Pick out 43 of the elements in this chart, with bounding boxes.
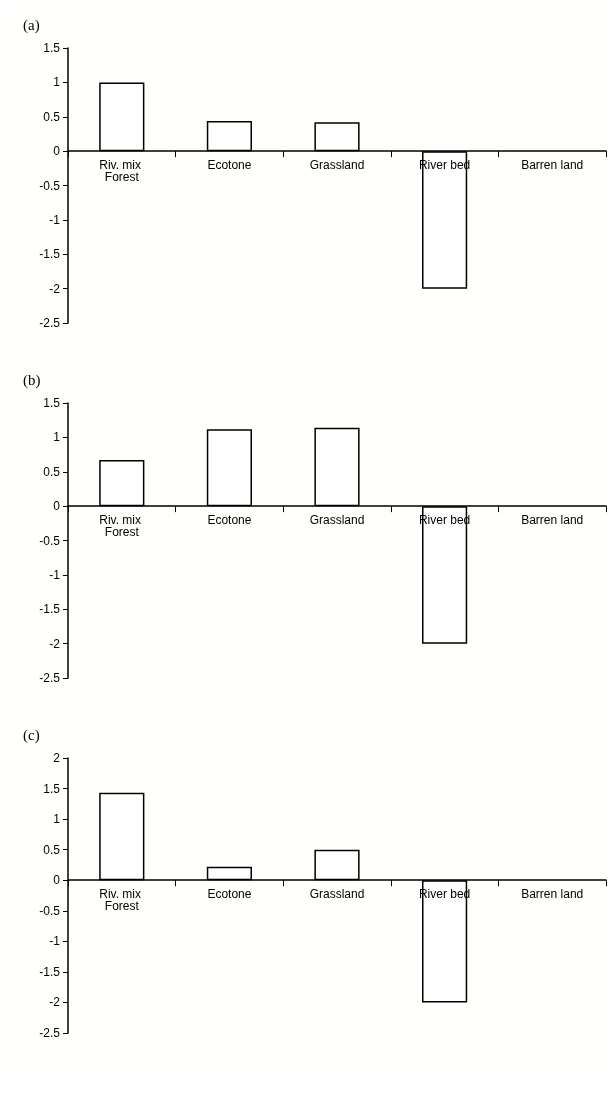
y-tick-label: 1.5 [43, 396, 61, 410]
x-tick-label: Ecotone [207, 158, 252, 173]
y-tick-label: -1.5 [39, 964, 61, 979]
y-tick-label: -1 [49, 212, 61, 227]
y-tick-label: -2 [49, 636, 61, 651]
x-tick-label: Barren land [521, 158, 584, 173]
y-tick-label: 0.5 [43, 842, 61, 857]
x-tick-label: Ecotone [207, 887, 252, 902]
x-tick-label: Riv. mix Forest [99, 513, 145, 540]
x-tick-label: Barren land [521, 513, 584, 528]
x-tick-label: Ecotone [207, 513, 252, 528]
y-tick-label: -1 [49, 934, 61, 949]
y-tick-label: -0.5 [39, 903, 61, 918]
y-tick-label: 0.5 [43, 464, 61, 479]
chart-title: (b) [23, 371, 41, 389]
y-tick-label: 0.5 [43, 109, 61, 124]
x-tick-label: Riv. mix Forest [99, 158, 145, 185]
x-tick-label: Barren land [521, 887, 584, 902]
y-tick-label: 0 [53, 144, 61, 159]
y-tick-label: 0 [53, 499, 61, 514]
x-tick-label: Grassland [309, 513, 365, 528]
y-tick-label: 1 [53, 75, 61, 90]
y-tick-label: -2.5 [39, 316, 61, 330]
y-tick-label: -2.5 [39, 671, 61, 685]
y-tick-label: 2 [53, 751, 61, 765]
x-tick-label: Grassland [309, 887, 365, 902]
y-tick-label: 1.5 [43, 781, 61, 796]
y-tick-label: 0 [53, 873, 61, 888]
y-tick-label: -2 [49, 995, 61, 1010]
y-tick-label: 1 [53, 430, 61, 445]
y-tick-label: -0.5 [39, 533, 61, 548]
chart-title: (c) [23, 726, 40, 744]
y-tick-label: -1.5 [39, 602, 61, 617]
y-tick-label: -2.5 [39, 1026, 61, 1040]
y-tick-label: -1 [49, 567, 61, 582]
chart-title: (a) [23, 16, 40, 34]
x-tick-label: Grassland [309, 158, 365, 173]
y-tick-label: -1.5 [39, 247, 61, 262]
y-tick-label: -0.5 [39, 178, 61, 193]
x-tick-label: Riv. mix Forest [99, 887, 145, 914]
y-tick-label: -2 [49, 281, 61, 296]
y-tick-label: 1.5 [43, 41, 61, 55]
y-tick-label: 1 [53, 812, 61, 827]
